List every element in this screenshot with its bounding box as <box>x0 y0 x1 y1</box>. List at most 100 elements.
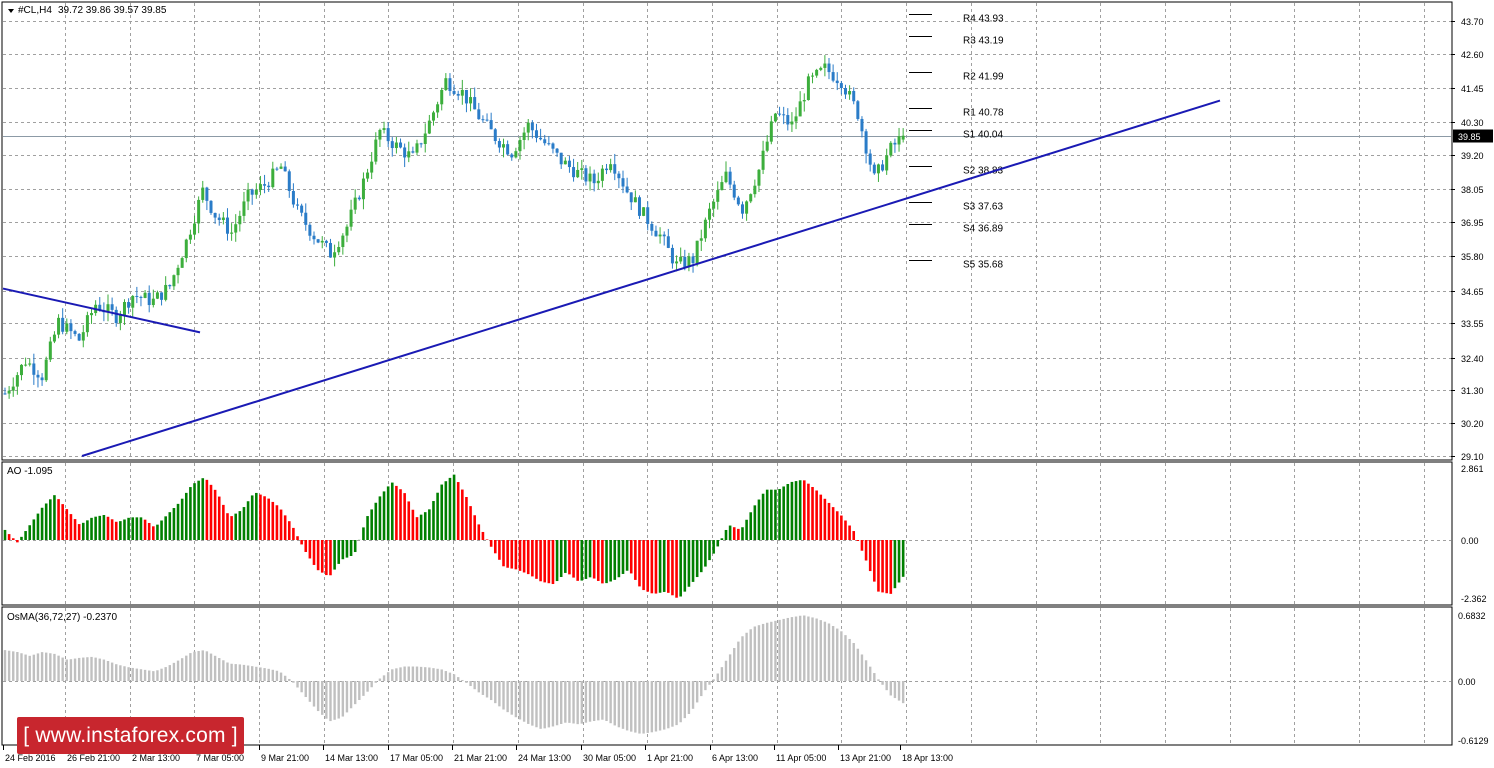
candle-bull <box>366 172 370 179</box>
candle-bear <box>728 171 732 185</box>
candle-bear <box>464 89 468 104</box>
candle-bull <box>773 113 777 122</box>
candle-bull <box>374 139 378 162</box>
candle-bull <box>394 142 398 149</box>
candle-bull <box>258 184 262 191</box>
current-price-label: 39.85 <box>1458 132 1481 142</box>
candle-bull <box>151 298 155 306</box>
candle-bear <box>778 113 782 115</box>
candle-bear <box>411 151 415 153</box>
candle-bear <box>732 184 736 198</box>
pivot-label: S5 35.68 <box>963 260 1003 271</box>
candle-bull <box>19 364 23 376</box>
candle-bull <box>687 256 691 268</box>
candle-bear <box>539 137 543 140</box>
candle-bear <box>386 128 390 142</box>
candle-bear <box>114 309 118 324</box>
candle-bull <box>246 189 250 202</box>
time-tick-label: 9 Mar 21:00 <box>261 753 309 763</box>
candle-bull <box>811 75 815 77</box>
dropdown-triangle-icon[interactable] <box>8 9 14 13</box>
price-tick-label: 34.65 <box>1461 287 1484 297</box>
price-tick-label: 35.80 <box>1461 252 1484 262</box>
candle-bull <box>242 201 246 216</box>
time-tick-label: 13 Apr 21:00 <box>840 753 891 763</box>
candle-bull <box>164 284 168 300</box>
downtrend-line <box>2 287 201 334</box>
candle-bear <box>209 200 213 213</box>
panel-borders <box>1 1 1453 746</box>
time-tick-label: 2 Mar 13:00 <box>132 753 180 763</box>
candle-bear <box>168 284 172 287</box>
candle-bull <box>254 190 258 195</box>
candle-bull <box>155 292 159 299</box>
candle-bear <box>205 187 209 201</box>
candle-bull <box>514 151 518 158</box>
candle-bull <box>333 252 337 258</box>
candle-bull <box>423 133 427 144</box>
candle-bull <box>720 182 724 191</box>
candle-bull <box>193 223 197 235</box>
candle-bull <box>11 386 15 391</box>
candle-bull <box>889 142 893 156</box>
axes: 43.70 42.60 41.45 40.30 39.20 38.05 36.95 35.80… <box>3 17 1493 763</box>
candle-bear <box>304 212 308 225</box>
candle-bull <box>65 323 69 332</box>
symbol-label: #CL,H4 <box>18 5 52 16</box>
ao-tick-label: 2.861 <box>1461 464 1484 474</box>
candle-bull <box>337 247 341 253</box>
candle-bear <box>543 139 547 144</box>
osma-tick-label: 0.00 <box>1458 677 1476 687</box>
candle-bull <box>798 101 802 117</box>
candle-bear <box>324 240 328 243</box>
candle-bear <box>534 130 538 138</box>
candle-bear <box>419 143 423 145</box>
candle-bull <box>382 128 386 130</box>
candle-bull <box>716 190 720 202</box>
candle-bull <box>675 261 679 264</box>
candle-bear <box>835 80 839 84</box>
candle-bear <box>736 197 740 205</box>
candle-bear <box>831 72 835 81</box>
candle-bear <box>73 331 77 334</box>
candle-bear <box>559 152 563 165</box>
candle-bull <box>708 208 712 220</box>
candle-bull <box>600 168 604 181</box>
candle-bull <box>106 304 110 313</box>
candle-bear <box>296 204 300 206</box>
candle-bear <box>893 142 897 145</box>
candle-bull <box>7 390 11 394</box>
pivot-label: S3 37.63 <box>963 202 1003 213</box>
candle-bull <box>444 78 448 90</box>
candle-bull <box>563 160 567 165</box>
candle-bull <box>172 275 176 287</box>
candle-bear <box>510 154 514 158</box>
time-tick-label: 24 Feb 2016 <box>5 753 56 763</box>
candle-bull <box>749 194 753 202</box>
time-tick-label: 30 Mar 05:00 <box>583 753 636 763</box>
candle-bull <box>143 292 147 298</box>
candle-bull <box>703 219 707 239</box>
candle-bull <box>802 100 806 102</box>
candle-bull <box>52 334 56 342</box>
ao-tick-label: -2.362 <box>1461 594 1487 604</box>
candle-bear <box>473 97 477 110</box>
candle-bull <box>15 375 19 387</box>
grid-lines <box>3 3 1451 744</box>
candle-bear <box>683 256 687 268</box>
candle-bear <box>843 87 847 95</box>
candle-bear <box>493 129 497 141</box>
candle-bear <box>691 256 695 264</box>
candle-bull <box>197 199 201 224</box>
price-tick-label: 41.45 <box>1461 84 1484 94</box>
candle-bear <box>827 63 831 73</box>
candle-bull <box>90 313 94 316</box>
candle-bull <box>761 150 765 170</box>
candle-bull <box>460 89 464 96</box>
candle-bear <box>592 173 596 184</box>
header: #CL,H4 39.72 39.86 39.57 39.85 <box>8 5 167 16</box>
candle-bull <box>753 185 757 195</box>
candle-bull <box>588 173 592 182</box>
candle-bull <box>745 201 749 214</box>
